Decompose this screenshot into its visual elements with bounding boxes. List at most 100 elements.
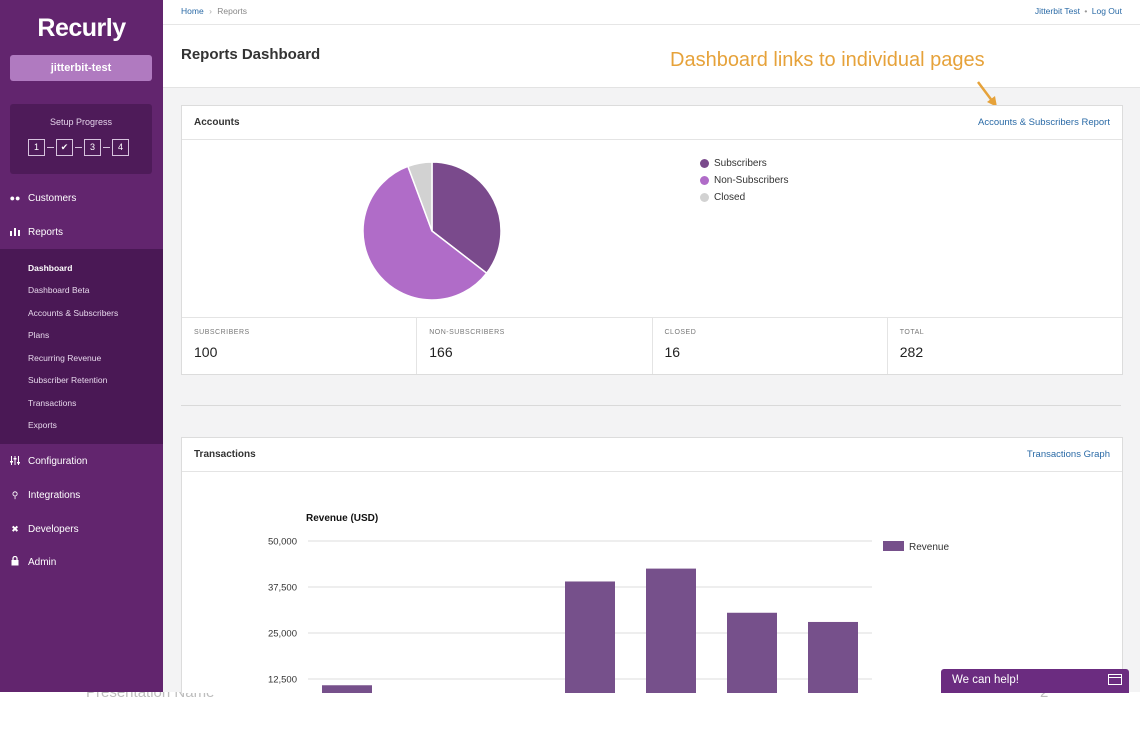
accounts-card: Accounts Accounts & Subscribers Report S…: [181, 105, 1123, 375]
revenue-bar: [646, 568, 696, 693]
help-label: We can help!: [952, 674, 1019, 686]
legend-subscribers: Subscribers: [700, 158, 767, 169]
sidebar-item-label: Integrations: [28, 489, 81, 501]
customers-icon: ●●: [9, 193, 21, 203]
page-title: Reports Dashboard: [181, 46, 321, 63]
subnav-accounts-subscribers[interactable]: Accounts & Subscribers: [28, 308, 119, 318]
legend-label-revenue: Revenue: [909, 542, 949, 553]
step-connector: [75, 147, 82, 148]
accounts-stats: SUBSCRIBERS 100 NON-SUBSCRIBERS 166 CLOS…: [182, 317, 1122, 374]
recurly-logo[interactable]: Recurly: [37, 14, 126, 42]
transactions-card-header: Transactions Transactions Graph: [182, 438, 1122, 472]
tools-icon: ✖: [11, 523, 19, 534]
step-connector: [103, 147, 110, 148]
plug-icon: ⚲: [11, 489, 19, 500]
sidebar: Recurly jitterbit-test Setup Progress 1 …: [0, 0, 163, 692]
legend-label: Non-Subscribers: [714, 175, 789, 186]
stat-subscribers: SUBSCRIBERS 100: [182, 318, 418, 374]
stat-label: TOTAL: [899, 329, 925, 336]
legend-label: Closed: [714, 192, 746, 203]
sidebar-item-admin[interactable]: Admin: [0, 546, 163, 578]
revenue-bar: [322, 685, 372, 693]
stat-label: NON-SUBSCRIBERS: [429, 329, 505, 336]
breadcrumb: Home › Reports: [181, 6, 247, 16]
account-button[interactable]: jitterbit-test: [10, 55, 152, 81]
accounts-pie-chart: [362, 161, 502, 301]
user-name-link[interactable]: Jitterbit Test: [1034, 6, 1081, 16]
legend-swatch: [700, 159, 709, 168]
sidebar-item-label: Configuration: [28, 455, 88, 467]
sidebar-item-configuration[interactable]: Configuration: [0, 445, 163, 477]
revenue-bar: [808, 621, 858, 693]
stat-label: SUBSCRIBERS: [194, 329, 250, 336]
subnav-plans[interactable]: Plans: [28, 330, 50, 340]
breadcrumb-home[interactable]: Home: [181, 6, 204, 16]
sidebar-item-label: Developers: [28, 523, 79, 535]
annotation-callout: Dashboard links to individual pages: [670, 49, 985, 71]
subnav-recurring-revenue[interactable]: Recurring Revenue: [28, 353, 102, 363]
step-connector: [47, 147, 54, 148]
sidebar-item-label: Reports: [28, 226, 64, 238]
stat-value: 100: [194, 344, 218, 360]
sliders-icon: [9, 455, 21, 467]
accounts-subscribers-report-link[interactable]: Accounts & Subscribers Report: [977, 117, 1110, 128]
chat-window-icon: [1108, 674, 1122, 685]
subnav-transactions[interactable]: Transactions: [28, 398, 77, 408]
y-tick-label: 12,500: [268, 675, 297, 686]
subnav-dashboard-beta[interactable]: Dashboard Beta: [28, 285, 90, 295]
revenue-bar: [565, 581, 615, 693]
transactions-card-title: Transactions: [194, 449, 256, 460]
help-chat-button[interactable]: We can help!: [941, 669, 1129, 693]
sidebar-item-reports[interactable]: Reports: [0, 216, 163, 248]
setup-step-3[interactable]: 3: [84, 139, 101, 156]
accounts-card-title: Accounts: [194, 117, 240, 128]
stat-non-subscribers: NON-SUBSCRIBERS 166: [417, 318, 653, 374]
subnav-dashboard[interactable]: Dashboard: [28, 263, 73, 273]
y-tick-label: 25,000: [268, 629, 297, 640]
legend-swatch-revenue: [883, 541, 904, 551]
sidebar-item-label: Customers: [28, 192, 77, 204]
top-bar: Home › Reports Jitterbit Test • Log Out: [163, 0, 1140, 25]
sidebar-item-customers[interactable]: ●● Customers: [0, 182, 163, 214]
pie-slice-subscribers: [431, 161, 502, 275]
breadcrumb-current: Reports: [217, 6, 248, 16]
setup-progress-title: Setup Progress: [49, 117, 113, 127]
legend-swatch: [700, 176, 709, 185]
pie-slice-closed: [406, 161, 433, 232]
stat-value: 282: [899, 344, 924, 360]
stat-total: TOTAL 282: [888, 318, 1122, 374]
transactions-card: Transactions Transactions Graph Revenue …: [181, 437, 1123, 693]
pie-slice-non-subscribers: [362, 165, 488, 301]
sidebar-item-developers[interactable]: ✖ Developers: [0, 513, 163, 545]
transactions-graph-link[interactable]: Transactions Graph: [1026, 449, 1110, 460]
annotation-arrow-icon: [977, 81, 997, 107]
slide-footer: Presentation Name 2: [0, 684, 1140, 736]
chart-title: Revenue (USD): [306, 513, 378, 524]
subnav-subscriber-retention[interactable]: Subscriber Retention: [28, 375, 108, 385]
setup-step-4[interactable]: 4: [112, 139, 129, 156]
sidebar-item-integrations[interactable]: ⚲ Integrations: [0, 479, 163, 511]
user-menu-separator: •: [1084, 6, 1088, 16]
setup-step-1[interactable]: 1: [28, 139, 45, 156]
y-tick-label: 37,500: [268, 583, 297, 594]
breadcrumb-separator: ›: [209, 6, 212, 16]
setup-progress[interactable]: Setup Progress 1 ✔ 3 4: [10, 104, 152, 174]
lock-icon: [9, 555, 21, 568]
revenue-bar-chart: Revenue (USD) 50,000 37,500 25,000 12,500 Rev…: [268, 513, 949, 693]
section-divider: [181, 405, 1121, 406]
page-header: Reports Dashboard Dashboard links to ind…: [163, 25, 1140, 88]
setup-step-2-complete[interactable]: ✔: [56, 139, 73, 156]
setup-steps: 1 ✔ 3 4: [28, 139, 129, 156]
y-tick-label: 50,000: [268, 537, 297, 548]
accounts-card-header: Accounts Accounts & Subscribers Report: [182, 106, 1122, 140]
legend-closed: Closed: [700, 192, 745, 203]
legend-non-subscribers: Non-Subscribers: [700, 175, 788, 186]
subnav-exports[interactable]: Exports: [28, 420, 57, 430]
sidebar-item-label: Admin: [28, 556, 57, 568]
logout-link[interactable]: Log Out: [1091, 6, 1122, 16]
stat-value: 166: [429, 344, 453, 360]
legend-swatch: [700, 193, 709, 202]
reports-subnav: Dashboard Dashboard Beta Accounts & Subs…: [0, 249, 163, 444]
bar-chart-icon: [9, 227, 21, 238]
legend-label: Subscribers: [714, 158, 767, 169]
